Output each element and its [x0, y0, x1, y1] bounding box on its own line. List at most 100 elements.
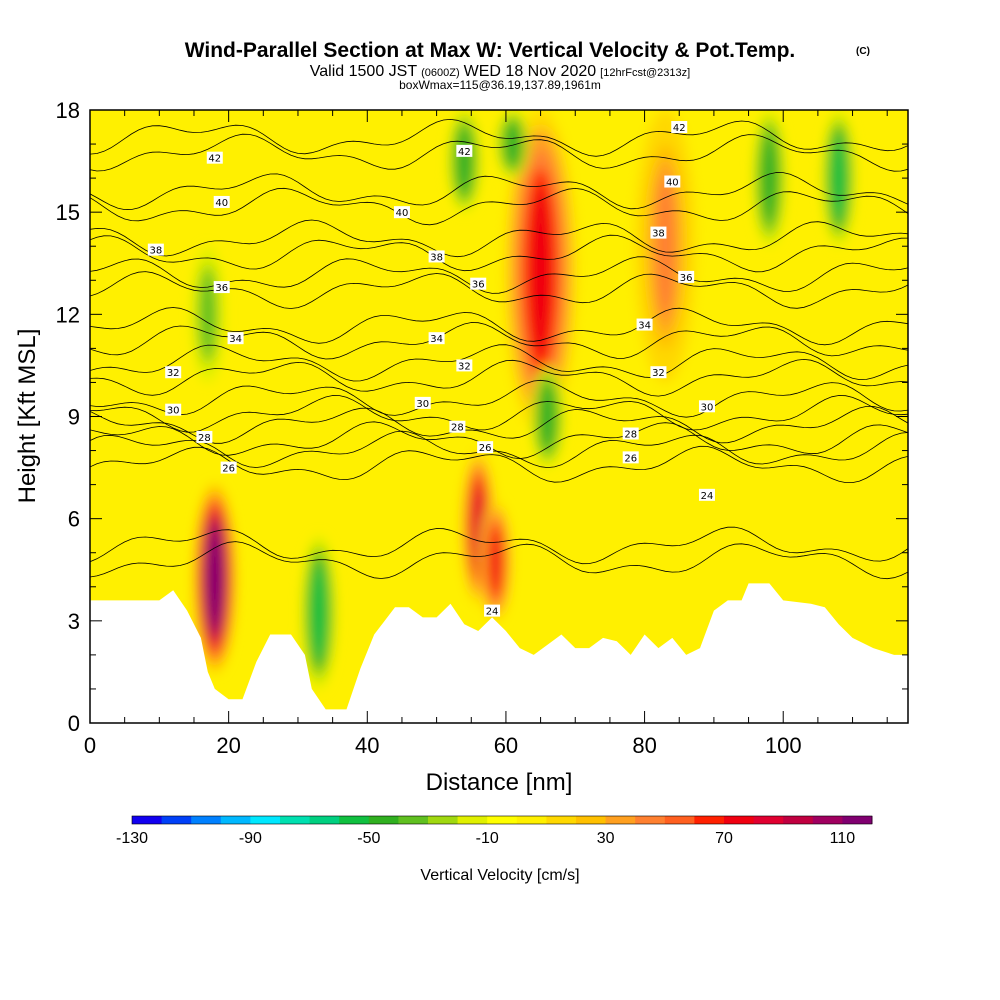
theta-label: 36 [470, 277, 487, 291]
colorbar-tick-label: 70 [715, 830, 733, 847]
theta-label: 26 [477, 441, 494, 454]
theta-label-text: 38 [149, 246, 162, 257]
colorbar-swatch [250, 816, 281, 824]
theta-label: 42 [456, 144, 473, 158]
colorbar-swatch [724, 816, 755, 824]
theta-label-text: 30 [416, 399, 429, 410]
colorbar-swatch [398, 816, 429, 824]
terrain-mask [90, 583, 908, 723]
theta-label-text: 30 [701, 402, 714, 413]
theta-label: 42 [671, 121, 688, 134]
theta-label-text: 34 [638, 321, 651, 332]
x-tick-label: 40 [355, 733, 379, 758]
theta-label: 32 [456, 359, 473, 372]
chart-subtitle: Valid 1500 JST (0600Z) WED 18 Nov 2020 [12h… [310, 63, 690, 80]
theta-label: 38 [428, 250, 445, 263]
colorbar: -130 -90 -50 -10 30 70 110 [116, 815, 873, 847]
theta-label-text: 24 [701, 491, 714, 502]
colorbar-swatch [428, 816, 459, 824]
velocity-level [202, 278, 213, 350]
colorbar-swatch [309, 816, 340, 824]
theta-label: 30 [414, 396, 431, 410]
y-tick-label: 0 [68, 711, 80, 736]
theta-contour-28 [90, 406, 908, 444]
colorbar-swatch [812, 816, 843, 824]
colorbar-swatch [546, 816, 577, 824]
theta-label: 40 [213, 195, 230, 209]
colorbar-tick-label: -90 [239, 830, 262, 847]
theta-label-text: 28 [198, 433, 211, 444]
theta-label-text: 28 [624, 430, 637, 441]
subtitle-forecast: [12hrFcst@2313z] [600, 67, 690, 79]
theta-contour-40 [90, 172, 908, 211]
theta-label-text: 32 [652, 368, 665, 379]
x-tick-label: 80 [632, 733, 656, 758]
colorbar-swatch [457, 816, 488, 824]
theta-contour-42 [90, 133, 908, 172]
y-tick-label: 18 [56, 98, 80, 123]
colorbar-tick-label: 30 [597, 830, 615, 847]
velocity-feature-9 [496, 110, 529, 179]
theta-label: 28 [622, 427, 639, 441]
velocity-level [490, 530, 501, 593]
velocity-feature-7 [531, 365, 564, 468]
theta-label: 32 [650, 366, 667, 379]
colorbar-tick-label: -50 [357, 830, 380, 847]
theta-label: 28 [196, 430, 213, 444]
subtitle-utc: (0600Z) [421, 67, 460, 79]
colorbar-tick-label: -130 [116, 830, 148, 847]
theta-contour-24 [90, 526, 908, 565]
y-tick-label: 3 [68, 609, 80, 634]
theta-label-text: 26 [624, 453, 637, 464]
theta-label-text: 42 [673, 123, 686, 134]
colorbar-frame [131, 815, 873, 825]
theta-label: 30 [165, 403, 182, 417]
theta-label: 38 [147, 243, 164, 257]
theta-label: 30 [698, 400, 715, 413]
velocity-feature-6 [301, 535, 336, 689]
theta-label: 26 [622, 451, 639, 464]
velocity-feature-4 [505, 110, 577, 434]
theta-contour-38 [90, 234, 908, 273]
theta-label: 42 [206, 151, 223, 165]
theta-label: 40 [393, 206, 410, 219]
y-axis-label: Height [Kft MSL] [14, 329, 41, 504]
velocity-feature-3 [479, 501, 512, 621]
theta-label-text: 30 [167, 406, 180, 417]
colorbar-label: Vertical Velocity [cm/s] [420, 867, 579, 884]
theta-label-text: 34 [229, 334, 242, 345]
subtitle-date: WED 18 Nov 2020 [464, 63, 597, 80]
theta-label-text: 26 [479, 443, 492, 454]
title-suffix: (C) [856, 46, 870, 57]
velocity-feature-11 [822, 110, 855, 247]
theta-label: 40 [664, 175, 681, 189]
velocity-level [542, 389, 553, 444]
theta-label-text: 40 [215, 198, 228, 209]
theta-label-text: 38 [430, 252, 443, 263]
colorbar-swatch [605, 816, 636, 824]
colorbar-swatch [635, 816, 666, 824]
velocity-feature-1 [194, 484, 236, 672]
theta-label-text: 36 [215, 283, 228, 294]
velocity-level [764, 142, 775, 214]
theta-label: 34 [428, 332, 445, 345]
chart-title: Wind-Parallel Section at Max W: Vertical… [185, 39, 796, 62]
theta-label-text: 28 [451, 423, 464, 434]
colorbar-swatch [783, 816, 814, 824]
theta-label: 24 [698, 488, 715, 502]
velocity-level [655, 175, 675, 318]
theta-contour-30 [90, 379, 908, 418]
theta-label-text: 40 [396, 208, 409, 219]
colorbar-swatch [516, 816, 547, 824]
x-tick-label: 0 [84, 733, 96, 758]
theta-label-text: 36 [680, 273, 693, 284]
colorbar-swatch [220, 816, 251, 824]
x-tick-label: 20 [216, 733, 240, 758]
theta-contour-28 [90, 421, 908, 460]
y-tick-label: 15 [56, 200, 80, 225]
colorbar-swatch [191, 816, 222, 824]
velocity-level [208, 529, 222, 627]
velocity-level [313, 572, 325, 653]
theta-label-text: 42 [208, 154, 221, 165]
theta-contour-26 [90, 445, 908, 483]
